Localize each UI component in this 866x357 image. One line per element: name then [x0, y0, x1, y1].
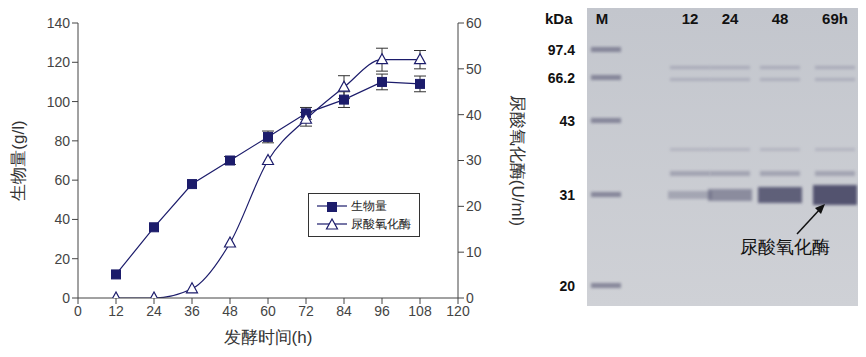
- svg-text:发酵时间(h): 发酵时间(h): [224, 328, 313, 347]
- svg-text:生物量(g/l): 生物量(g/l): [9, 120, 28, 200]
- svg-text:48: 48: [772, 10, 789, 27]
- svg-text:84: 84: [336, 303, 352, 319]
- svg-text:0: 0: [74, 303, 82, 319]
- svg-text:80: 80: [54, 133, 70, 149]
- html-text:生物量: 生物量: [351, 198, 387, 213]
- svg-text:kDa: kDa: [545, 10, 573, 27]
- svg-text:43: 43: [559, 113, 575, 129]
- svg-text:24: 24: [722, 10, 739, 27]
- svg-text:20: 20: [559, 278, 575, 294]
- svg-text:31: 31: [559, 187, 575, 203]
- svg-text:M: M: [596, 10, 609, 27]
- svg-text:20: 20: [54, 251, 70, 267]
- svg-text:50: 50: [466, 61, 482, 77]
- svg-text:24: 24: [146, 303, 162, 319]
- svg-text:尿酸氧化酶(U/ml): 尿酸氧化酶(U/ml): [508, 95, 527, 226]
- svg-text:100: 100: [47, 94, 71, 110]
- svg-text:120: 120: [446, 302, 470, 319]
- svg-text:48: 48: [222, 303, 238, 319]
- svg-text:108: 108: [408, 303, 432, 319]
- svg-text:36: 36: [184, 303, 200, 319]
- svg-text:12: 12: [108, 303, 124, 319]
- svg-text:69h: 69h: [822, 10, 848, 27]
- svg-text:96: 96: [374, 303, 390, 319]
- html-text:尿酸氧化酶: 尿酸氧化酶: [351, 216, 411, 231]
- svg-text:40: 40: [54, 211, 70, 227]
- svg-text:尿酸氧化酶: 尿酸氧化酶: [740, 237, 830, 257]
- svg-text:40: 40: [466, 107, 482, 123]
- svg-text:20: 20: [466, 198, 482, 214]
- svg-text:60: 60: [54, 172, 70, 188]
- svg-text:97.4: 97.4: [548, 42, 575, 58]
- svg-text:66.2: 66.2: [548, 70, 575, 86]
- svg-text:72: 72: [298, 303, 314, 319]
- svg-text:10: 10: [466, 244, 482, 260]
- svg-text:30: 30: [466, 152, 482, 168]
- svg-text:0: 0: [62, 290, 70, 306]
- svg-text:120: 120: [47, 54, 71, 70]
- svg-text:60: 60: [466, 15, 482, 31]
- svg-text:140: 140: [47, 15, 71, 31]
- svg-text:0: 0: [466, 290, 474, 306]
- svg-text:12: 12: [682, 10, 699, 27]
- svg-text:60: 60: [260, 303, 276, 319]
